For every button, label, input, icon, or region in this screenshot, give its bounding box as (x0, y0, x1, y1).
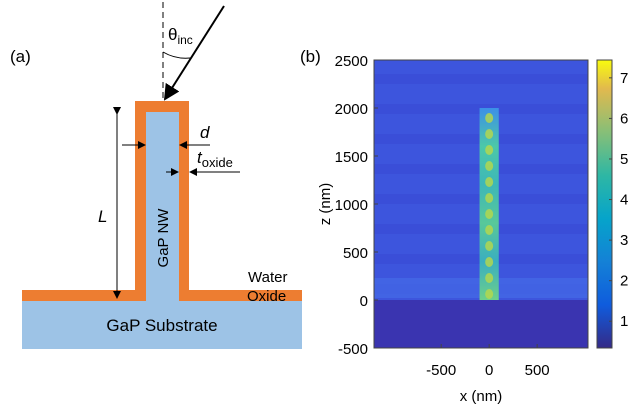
t-sub: oxide (202, 155, 233, 170)
theta-label: θinc (168, 25, 193, 47)
x-tick-label: 0 (485, 362, 493, 379)
colorbar-tick-label: 2 (620, 273, 628, 290)
hotspot (485, 113, 494, 123)
d-label: d (200, 123, 210, 142)
theta: θ (168, 25, 177, 44)
x-tick-label: 500 (525, 362, 550, 379)
panel-a: (a) θinc L d toxide GaP NW Water Oxide G… (10, 2, 302, 349)
hotspot (485, 161, 494, 171)
hotspot (485, 177, 494, 187)
hotspot (485, 241, 494, 251)
angle-arc (162, 51, 191, 59)
incident-arrow (163, 5, 225, 101)
water-label: Water (248, 269, 287, 286)
t-label: toxide (197, 148, 233, 170)
colorbar-tick-label: 6 (620, 110, 628, 127)
hotspot (485, 289, 494, 299)
x-axis-label: x (nm) (460, 388, 503, 405)
panel-label: (b) (300, 47, 321, 66)
y-tick-label: 0 (360, 293, 368, 310)
substrate (22, 301, 302, 349)
t: t (197, 148, 203, 167)
substrate-label: GaP Substrate (106, 316, 217, 335)
hotspot (485, 145, 494, 155)
colorbar-tick-label: 7 (620, 70, 628, 87)
nanowire-label: GaP NW (155, 208, 172, 268)
panel-label: (a) (10, 47, 31, 66)
hotspot (485, 273, 494, 283)
panel-b: (b) -500 0 500 1000 1500 2000 2500 -500 0 500 x (n… (300, 47, 628, 405)
wire-field (479, 108, 499, 300)
colorbar-tick-label: 1 (620, 313, 628, 330)
y-tick-label: 1000 (335, 197, 368, 214)
y-tick-label: 500 (343, 245, 368, 262)
nanowire (146, 112, 179, 304)
colorbar-tick-label: 3 (620, 232, 628, 249)
hotspot (485, 209, 494, 219)
hotspot (485, 225, 494, 235)
y-tick-label: 2500 (335, 53, 368, 70)
hotspot (485, 257, 494, 267)
y-tick-label: -500 (338, 341, 368, 358)
y-tick-label: 1500 (335, 149, 368, 166)
colorbar-tick-label: 5 (620, 151, 628, 168)
colorbar (596, 59, 613, 349)
theta-sub: inc (177, 33, 192, 47)
field-lower (374, 300, 588, 348)
y-axis-label: z (nm) (317, 183, 334, 226)
colorbar-tick-label: 4 (620, 192, 628, 209)
length-label: L (98, 207, 107, 226)
x-tick-label: -500 (426, 362, 456, 379)
oxide-label: Oxide (247, 288, 286, 305)
hotspot (485, 129, 494, 139)
y-tick-label: 2000 (335, 101, 368, 118)
hotspot (485, 193, 494, 203)
